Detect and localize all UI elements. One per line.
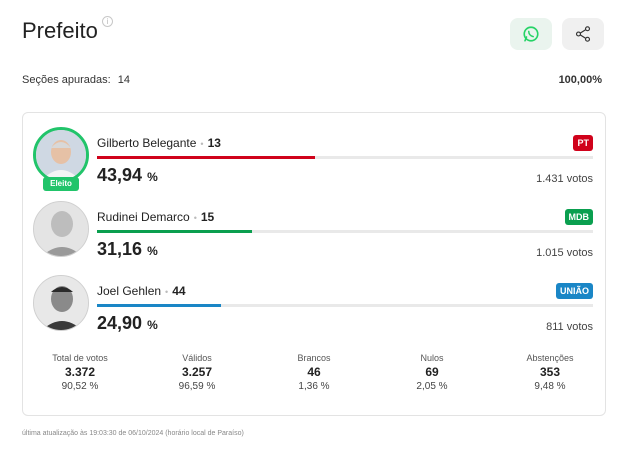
vote-bar-fill	[97, 230, 252, 233]
stat-label: Válidos	[182, 353, 212, 363]
sections-percent: 100,00%	[558, 74, 602, 86]
percent-value: 24,90	[97, 313, 143, 333]
stat-percent: 90,52 %	[61, 381, 99, 392]
percent-unit: %	[147, 318, 158, 332]
vote-bar-track	[97, 156, 593, 159]
sections-label: Seções apuradas:	[22, 74, 111, 86]
percent-unit: %	[147, 170, 158, 184]
candidate-name-row: Rudinei Demarco • 15	[97, 210, 215, 224]
whatsapp-icon	[523, 26, 539, 42]
stat-null: Nulos 69 2,05 %	[377, 353, 487, 392]
percent-value: 31,16	[97, 239, 143, 259]
candidate-name-row: Joel Gehlen • 44	[97, 284, 186, 298]
page-title: Prefeito	[22, 18, 98, 43]
avatar	[33, 275, 89, 331]
stat-percent: 96,59 %	[178, 381, 216, 392]
candidate-percent: 24,90 %	[97, 313, 158, 334]
stat-value: 3.257	[181, 365, 213, 379]
candidate-votes: 811 votos	[546, 321, 593, 333]
stat-value: 46	[307, 365, 321, 379]
stats-row: Total de votos 3.372 90,52 % Válidos 3.2…	[23, 353, 607, 403]
results-card: Eleito Gilberto Belegante • 13 PT 43,94 % …	[22, 112, 606, 416]
candidate-name: Rudinei Demarco	[97, 210, 190, 224]
stat-abstentions: Abstenções 353 9,48 %	[495, 353, 605, 392]
whatsapp-share-button[interactable]	[510, 18, 552, 50]
stat-value: 69	[425, 365, 439, 379]
stat-percent: 2,05 %	[416, 381, 448, 392]
party-badge: MDB	[564, 209, 593, 225]
elected-badge: Eleito	[43, 177, 79, 191]
avatar	[33, 201, 89, 257]
stat-valid: Válidos 3.257 96,59 %	[142, 353, 252, 392]
sections-value: 14	[117, 74, 130, 86]
candidate-row: Rudinei Demarco • 15 MDB 31,16 % 1.015 vot…	[23, 201, 607, 271]
stat-label: Nulos	[420, 353, 444, 363]
stat-value: 3.372	[64, 365, 96, 379]
percent-unit: %	[147, 244, 158, 258]
sections-counted: Seções apuradas: 14	[22, 74, 130, 86]
results-header: Prefeito i	[22, 14, 618, 54]
candidate-name: Joel Gehlen	[97, 284, 162, 298]
vote-bar-fill	[97, 304, 221, 307]
candidate-number: 13	[207, 136, 221, 150]
candidate-row: Joel Gehlen • 44 UNIÃO 24,90 % 811 votos	[23, 275, 607, 345]
candidate-number: 44	[172, 284, 186, 298]
vote-bar-fill	[97, 156, 315, 159]
last-update-note: última atualização às 19:03:30 de 06/10/…	[22, 430, 244, 437]
candidate-name-row: Gilberto Belegante • 13	[97, 136, 221, 150]
percent-value: 43,94	[97, 165, 143, 185]
candidate-percent: 43,94 %	[97, 165, 158, 186]
stat-total-votes: Total de votos 3.372 90,52 %	[25, 353, 135, 392]
stat-blank: Brancos 46 1,36 %	[259, 353, 369, 392]
share-button[interactable]	[562, 18, 604, 50]
candidate-name: Gilberto Belegante	[97, 136, 197, 150]
vote-bar-track	[97, 230, 593, 233]
stat-value: 353	[539, 365, 561, 379]
stat-percent: 1,36 %	[298, 381, 330, 392]
candidate-votes: 1.431 votos	[536, 173, 593, 185]
avatar	[33, 127, 89, 183]
candidate-votes: 1.015 votos	[536, 247, 593, 259]
stat-percent: 9,48 %	[534, 381, 566, 392]
stat-label: Brancos	[297, 353, 331, 363]
stat-label: Total de votos	[52, 353, 108, 363]
candidate-row: Eleito Gilberto Belegante • 13 PT 43,94 % …	[23, 127, 607, 197]
vote-bar-track	[97, 304, 593, 307]
info-icon[interactable]: i	[102, 16, 113, 27]
share-icon	[575, 26, 591, 42]
party-badge: PT	[573, 135, 593, 151]
candidate-number: 15	[200, 210, 215, 224]
party-badge: UNIÃO	[556, 283, 593, 299]
candidate-percent: 31,16 %	[97, 239, 158, 260]
stat-label: Abstenções	[526, 353, 574, 363]
